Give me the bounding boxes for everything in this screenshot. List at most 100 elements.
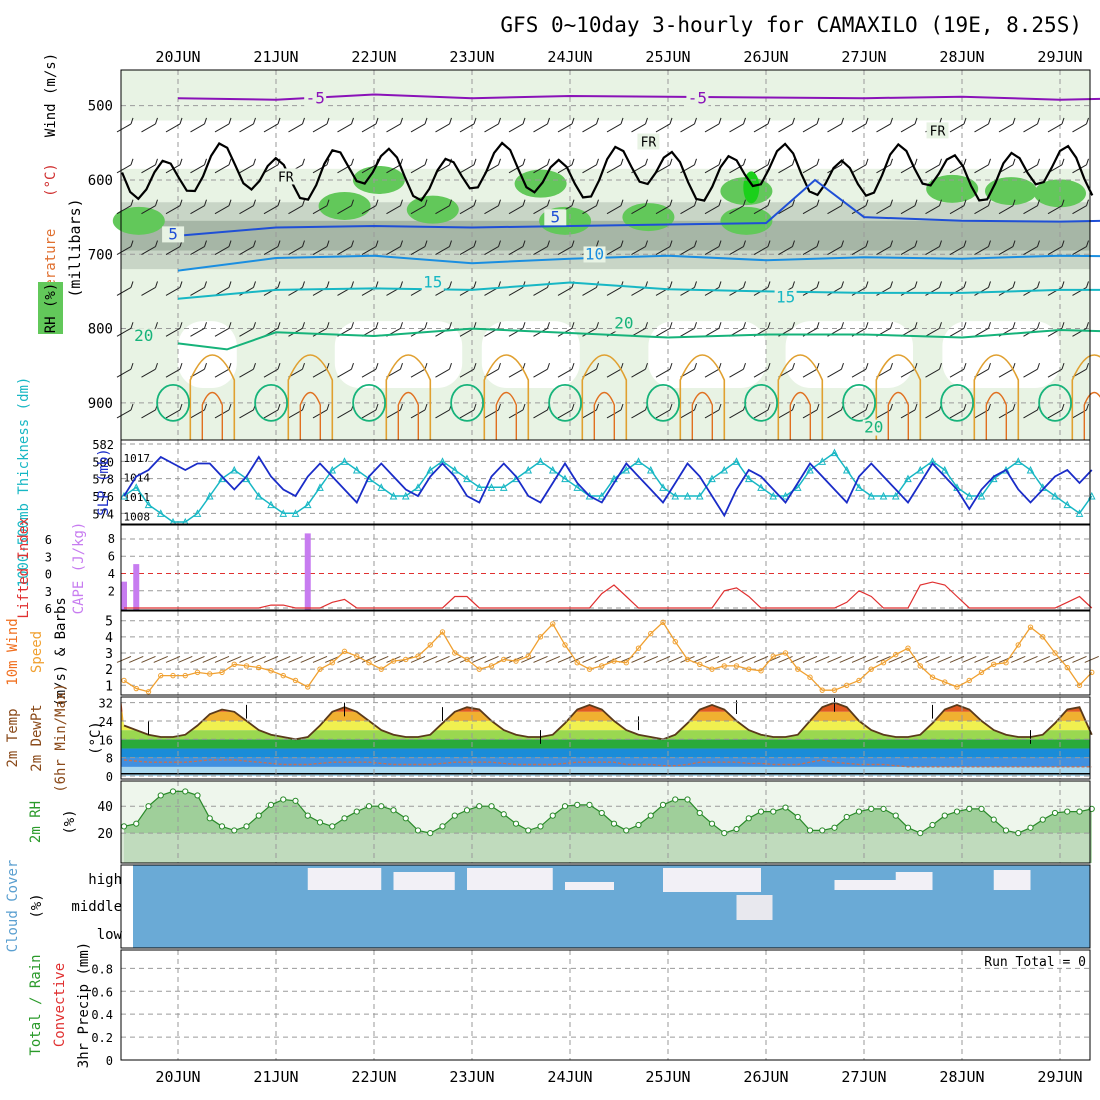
cape-bar-1 [133, 564, 140, 610]
contour-label-9: 20 [864, 418, 883, 437]
temp-25-contour-4 [581, 354, 628, 440]
dewpoint-line [123, 759, 1092, 768]
ylabel-wind: Wind (m/s) [43, 53, 59, 137]
rh2m-point-65 [917, 830, 924, 837]
wind-point-3 [158, 672, 164, 679]
rh2m-ylabel-unit: (%) [62, 809, 78, 834]
rh2m-point-16 [316, 819, 324, 826]
rh2m-point-74 [1027, 824, 1034, 831]
temp-tick-0: 0 [106, 770, 113, 784]
temp-30-contour-7 [887, 391, 909, 440]
rh2m-tick-40: 40 [97, 800, 113, 815]
thickness-point-55 [793, 483, 802, 491]
thickness-point-53 [769, 491, 778, 500]
rh2m-frame [120, 780, 1091, 864]
temp-30-contour-4 [593, 391, 615, 440]
rh2m-point-0 [120, 823, 128, 830]
cape-tick-4: 4 [108, 567, 115, 581]
rh2m-point-24 [414, 827, 422, 834]
contour-label-7: 20 [134, 326, 153, 345]
top-date-23JUN: 23JUN [449, 48, 494, 66]
ylabel-temp-unit: (°C) [43, 163, 59, 197]
wind-point-33 [525, 653, 531, 659]
cloud-mid-gap [736, 895, 773, 920]
rh2m-point-58 [831, 824, 838, 831]
rh2m-point-25 [427, 830, 434, 837]
wind-point-34 [537, 634, 544, 640]
wind-point-18 [341, 648, 348, 655]
thickness-point-70 [977, 491, 986, 500]
thickness-point-56 [806, 465, 814, 474]
rh2m-point-68 [953, 808, 961, 815]
temp-band-2 [121, 748, 1090, 758]
top-date-21JUN: 21JUN [253, 48, 298, 66]
thickness-point-9 [230, 465, 239, 474]
temp-25-contour-8 [973, 354, 1020, 440]
wind-point-63 [893, 651, 899, 658]
wind-point-27 [452, 650, 458, 656]
rh2m-point-41 [623, 827, 630, 834]
top-date-22JUN: 22JUN [351, 48, 396, 66]
cloud-row-high: high [88, 872, 122, 888]
rh2m-point-76 [1051, 809, 1059, 817]
thickness-point-22 [389, 491, 398, 500]
wind-point-74 [1027, 624, 1034, 630]
wind-point-40 [611, 658, 617, 664]
wind-point-50 [733, 663, 740, 669]
temp-30-contour-0 [201, 391, 223, 440]
rh2m-point-37 [574, 801, 581, 808]
cape-tick-8: 8 [108, 532, 115, 546]
rh2m-point-26 [439, 823, 446, 830]
temp-30-contour-9 [1083, 391, 1100, 440]
rh2m-point-11 [255, 812, 262, 819]
precip-ylabel-1: Total / Rain [28, 954, 44, 1055]
rh-green-cell-8 [720, 206, 773, 235]
temp-20-cell-0 [156, 383, 191, 422]
wind-point-7 [207, 671, 213, 677]
wind-point-55 [795, 666, 801, 672]
wind-point-16 [317, 666, 323, 672]
slp-tick-1008: 1008 [124, 511, 151, 524]
temp-25-contour-6 [777, 354, 824, 440]
lifted-index-line [124, 581, 1093, 609]
wind-ylabel-2: Speed [29, 631, 45, 673]
cloud-gap-0 [307, 868, 382, 890]
wind-point-9 [231, 661, 237, 668]
thickness-point-52 [757, 483, 765, 491]
wind-point-12 [268, 668, 274, 674]
thickness-point-74 [1026, 465, 1035, 474]
cloud-gap-6 [663, 868, 761, 892]
wind-point-61 [868, 666, 874, 672]
rh2m-point-78 [1076, 808, 1083, 815]
thickness-point-30 [487, 483, 496, 491]
run-total: Run Total = 0 [984, 955, 1086, 970]
li-tick-3: 3 [45, 585, 52, 599]
thickness-point-54 [781, 491, 790, 500]
thickness-point-27 [450, 465, 459, 474]
thk-tick-576: 576 [92, 490, 114, 504]
temp-25-contour-5 [679, 354, 726, 440]
rh2m-point-49 [721, 830, 728, 837]
rh-dry-pocket-1 [334, 321, 463, 388]
rh2m-point-44 [659, 801, 667, 808]
temp-20-cell-4 [548, 383, 582, 422]
wind-point-43 [648, 630, 654, 637]
rh-green-cell-0 [112, 206, 165, 235]
temp-band-5 [121, 720, 1090, 731]
thickness-point-59 [842, 465, 851, 474]
temp-30-contour-2 [397, 391, 419, 440]
rh-green-cell-1 [318, 191, 371, 220]
rh2m-point-15 [304, 812, 311, 819]
wind-point-65 [917, 663, 923, 669]
rh-legend-swatch [38, 282, 63, 334]
thickness-point-37 [573, 483, 582, 491]
wind-tick-1: 1 [105, 679, 113, 694]
temp-band-6 [121, 711, 1090, 721]
rh2m-point-75 [1039, 816, 1046, 823]
temp-20-cell-6 [744, 383, 778, 422]
temp-20-cell-1 [254, 383, 289, 422]
rh2m-point-22 [390, 807, 397, 814]
rh2m-point-64 [904, 824, 912, 831]
precip-ylabel-2: Convective [52, 963, 68, 1047]
